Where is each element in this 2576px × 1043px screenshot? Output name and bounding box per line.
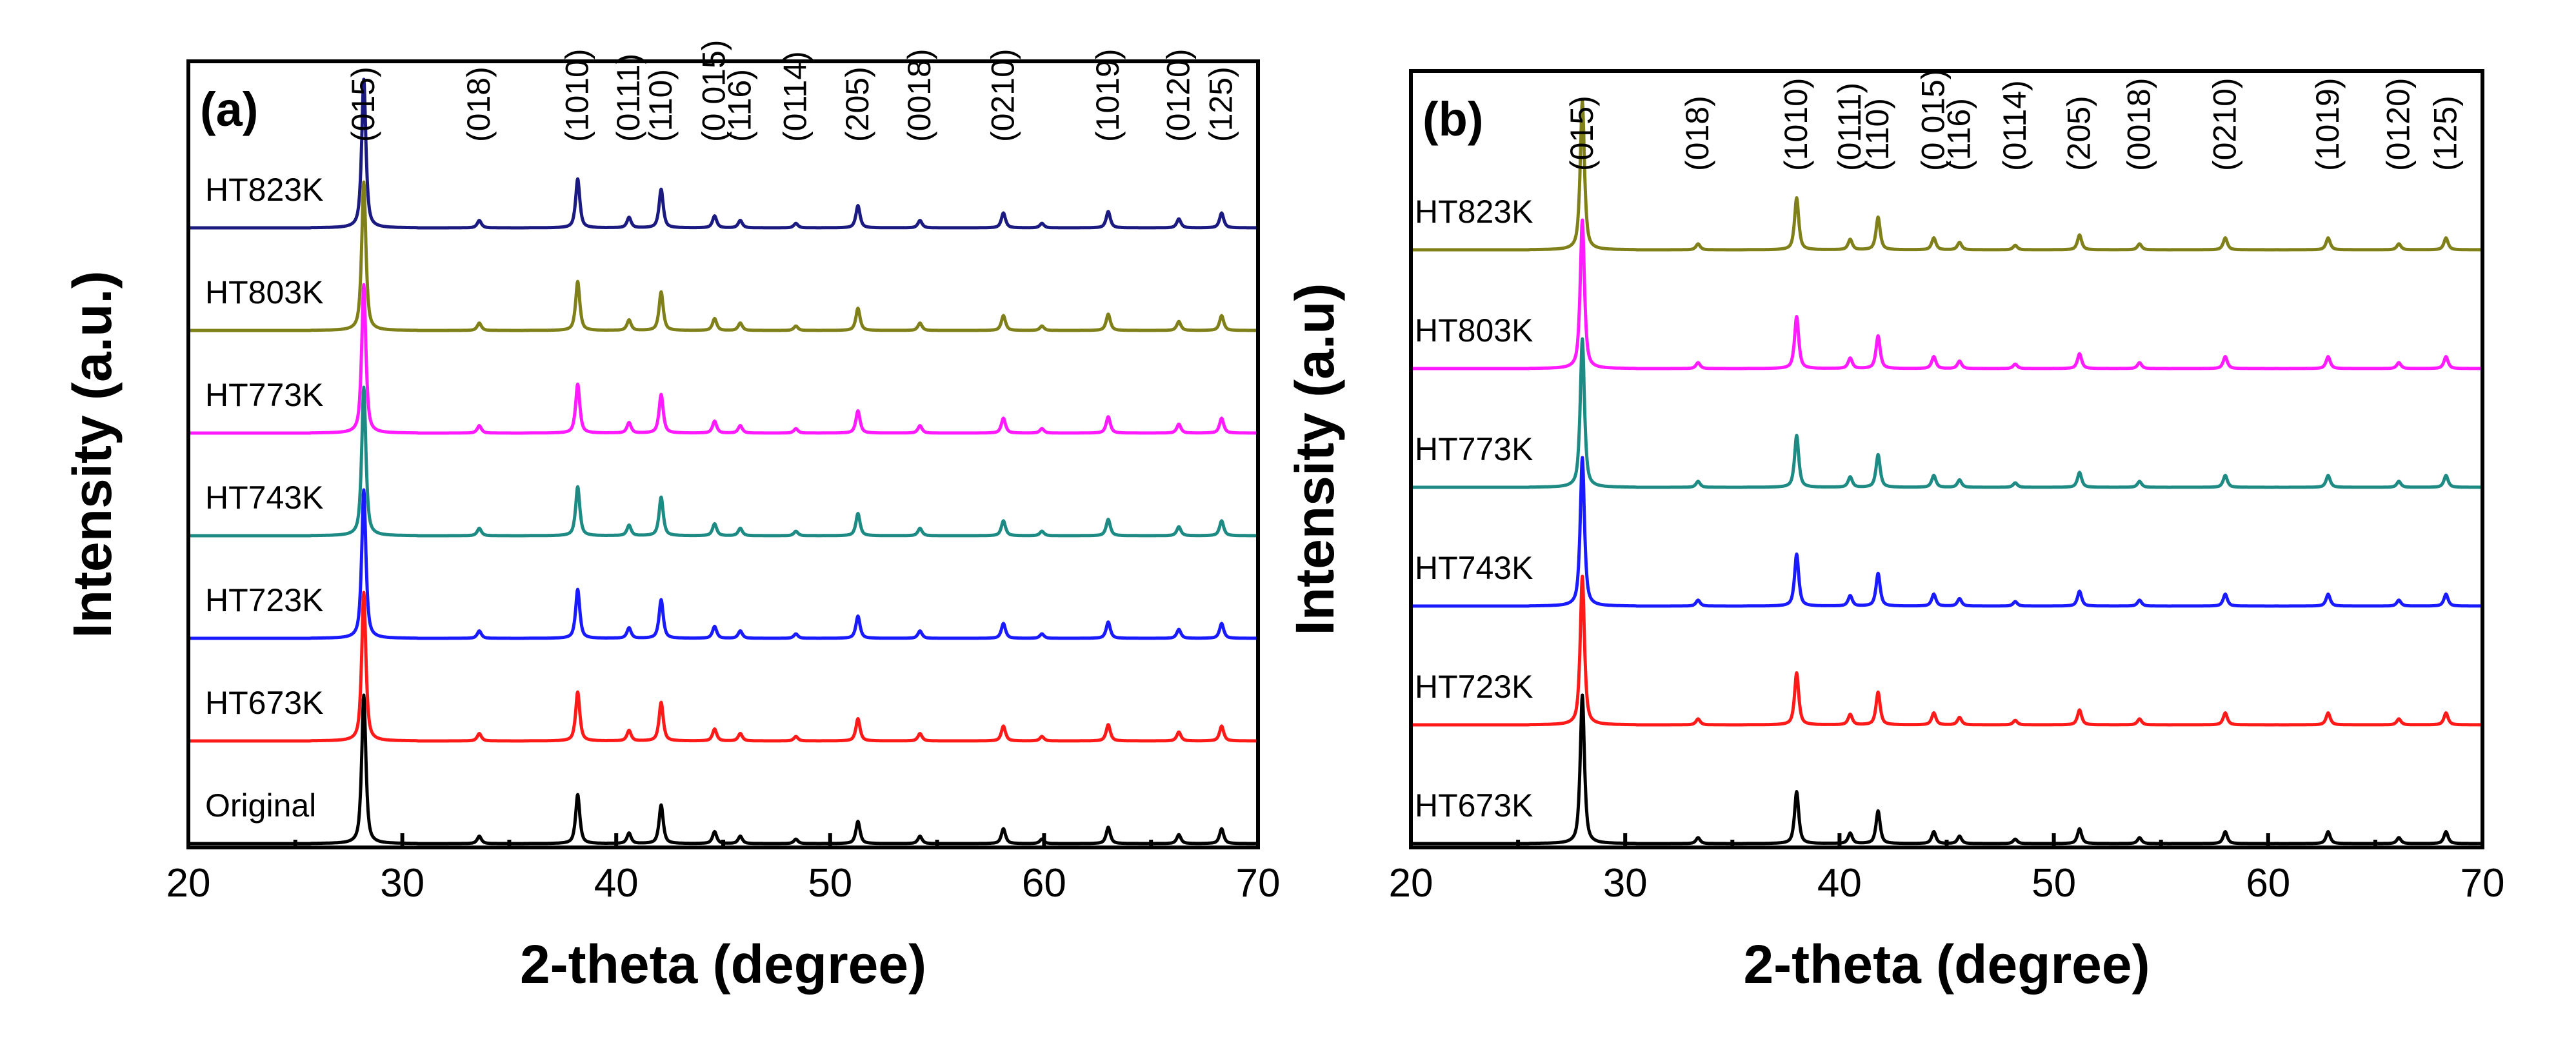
- hkl-label: (205): [839, 66, 875, 142]
- hkl-label: (0111): [610, 54, 646, 142]
- series-line-ht743k: [187, 385, 1259, 538]
- hkl-label: (1010): [559, 48, 595, 142]
- series-line-ht743k: [1410, 456, 2484, 608]
- hkl-label: (015): [345, 66, 381, 142]
- hkl-label: (1019): [1090, 48, 1126, 142]
- hkl-label: (0111): [1832, 83, 1868, 171]
- panel-b: HT673K HT723K HT743K HT773K HT803K HT823K (01…: [1284, 69, 2504, 995]
- series-line-ht803k: [187, 180, 1259, 332]
- series-line-ht773k: [187, 283, 1259, 435]
- hkl-label: (0120): [2380, 77, 2416, 171]
- hkl-label: (0018): [2121, 77, 2157, 171]
- hkl-label: (205): [2061, 96, 2097, 171]
- series-label-ht823k: HT823K: [205, 172, 323, 208]
- x-tick-label: 20: [1389, 861, 1433, 906]
- hkl-label: (1010): [1778, 77, 1814, 171]
- panel-a-frame: [186, 59, 1260, 849]
- x-tick-label: 60: [2246, 861, 2290, 906]
- panel-a-y-axis-title: Intensity (a.u.): [62, 270, 123, 638]
- series-label-ht673k: HT673K: [205, 685, 323, 721]
- series-label-original: Original: [205, 787, 316, 824]
- x-tick-label: 60: [1022, 861, 1066, 906]
- x-tick-label: 70: [2461, 861, 2505, 906]
- series-label-ht723k: HT723K: [1415, 669, 1533, 705]
- hkl-label: (0210): [984, 48, 1021, 142]
- panel-a-series-labels: Original HT673K HT723K HT743K HT773K HT803K HT…: [205, 172, 323, 824]
- x-tick-label: 50: [808, 861, 852, 906]
- series-line-ht823k: [1410, 99, 2484, 252]
- hkl-label: (110): [1859, 98, 1895, 171]
- x-tick-label: 20: [166, 861, 211, 906]
- panel-a-hkl-labels: (015) (018) (1010) (0111)(110) (0 015)(116) (…: [345, 40, 1239, 142]
- x-tick-label: 50: [2032, 861, 2076, 906]
- x-tick-label: 40: [1817, 861, 1862, 906]
- series-line-ht723k: [1410, 574, 2484, 727]
- hkl-label: (0114): [777, 51, 814, 142]
- panel-b-series-labels: HT673K HT723K HT743K HT773K HT803K HT823K: [1415, 194, 1533, 824]
- series-label-ht673k: HT673K: [1415, 787, 1533, 824]
- panel-b-frame: [1409, 69, 2484, 849]
- series-label-ht773k: HT773K: [1415, 431, 1533, 467]
- hkl-label: (0 015): [696, 40, 732, 142]
- series-line-ht803k: [1410, 218, 2484, 370]
- hkl-label: (0 015): [1915, 69, 1952, 171]
- hkl-label: (0114): [1997, 80, 2033, 171]
- hkl-label: (110): [643, 69, 679, 142]
- series-label-ht743k: HT743K: [1415, 550, 1533, 586]
- hkl-label: (116): [1941, 98, 1977, 171]
- hkl-label: (0120): [1160, 48, 1196, 142]
- hkl-label: (018): [1679, 96, 1715, 171]
- panel-a-letter: (a): [200, 83, 258, 136]
- hkl-label: (0210): [2206, 77, 2242, 171]
- x-tick-label: 40: [594, 861, 639, 906]
- x-tick-label: 30: [380, 861, 424, 906]
- x-tick-label: 30: [1603, 861, 1648, 906]
- hkl-label: (015): [1564, 96, 1600, 171]
- series-label-ht803k: HT803K: [1415, 312, 1533, 349]
- panel-a-x-ticks: 20 30 40 50 60 70: [166, 833, 1281, 906]
- hkl-label: (018): [461, 66, 497, 142]
- panel-b-hkl-labels: (015) (018) (1010) (0111)(110) (0 015)(116) (…: [1564, 69, 2464, 171]
- x-tick-label: 70: [1236, 861, 1281, 906]
- hkl-label: (1019): [2310, 77, 2346, 171]
- hkl-label: (125): [2428, 96, 2464, 171]
- series-line-ht773k: [1410, 337, 2484, 489]
- panel-a-traces: [187, 77, 1259, 846]
- hkl-label: (125): [1203, 66, 1239, 142]
- series-line-ht673k: [187, 591, 1259, 743]
- panel-b-letter: (b): [1423, 92, 1484, 146]
- series-label-ht773k: HT773K: [205, 377, 323, 413]
- series-line-ht823k: [187, 77, 1259, 230]
- series-label-ht723k: HT723K: [205, 582, 323, 618]
- panel-a-x-axis-title: 2-theta (degree): [520, 934, 926, 995]
- series-line-ht723k: [187, 488, 1259, 640]
- hkl-label: (0018): [901, 48, 937, 142]
- panel-b-x-axis-title: 2-theta (degree): [1743, 934, 2150, 995]
- hkl-label: (116): [722, 69, 758, 142]
- series-label-ht823k: HT823K: [1415, 194, 1533, 230]
- series-label-ht743k: HT743K: [205, 480, 323, 516]
- series-label-ht803k: HT803K: [205, 274, 323, 310]
- panel-b-y-axis-title: Intensity (a.u): [1284, 283, 1345, 635]
- panel-a: Original HT673K HT723K HT743K HT773K HT803K HT…: [62, 40, 1280, 995]
